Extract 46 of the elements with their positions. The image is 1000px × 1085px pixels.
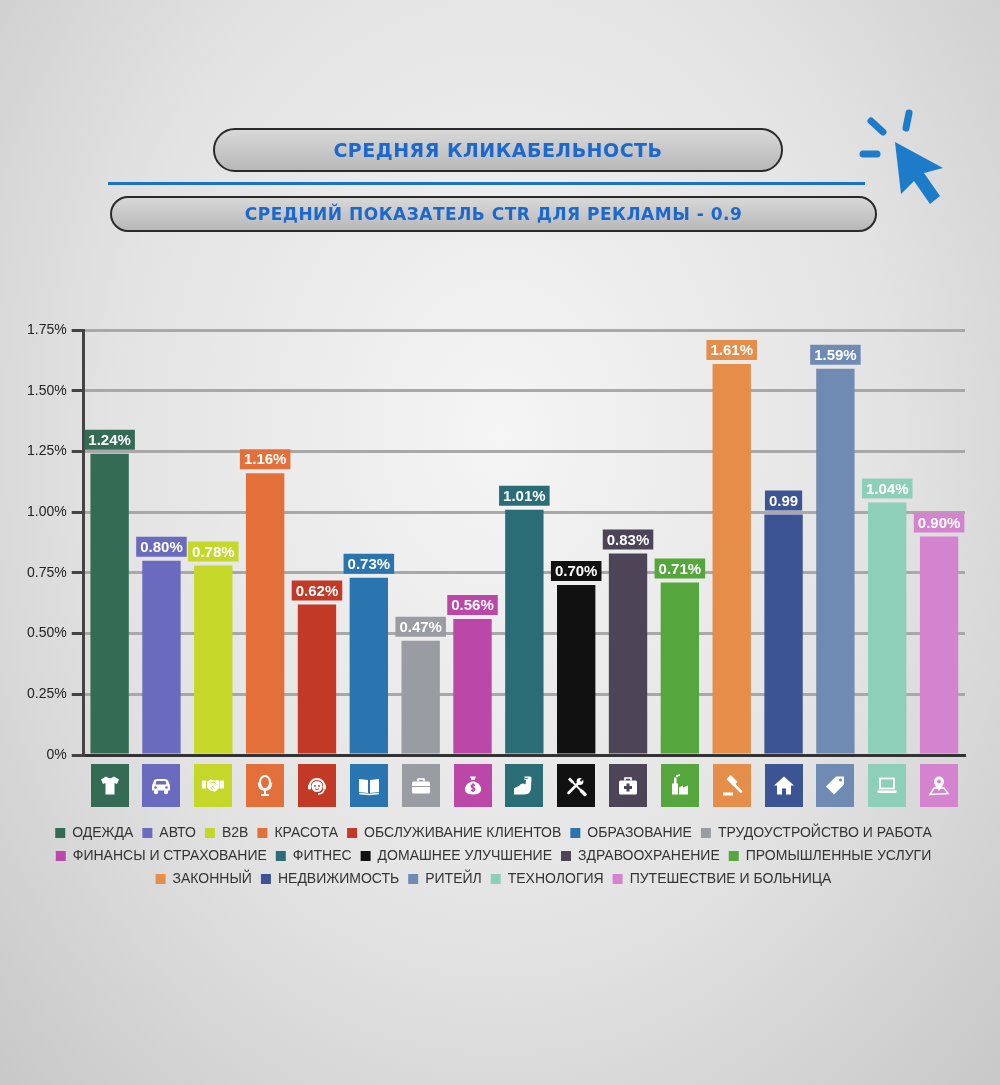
legend-label: ПУТЕШЕСТВИЕ И БОЛЬНИЦА	[629, 869, 833, 886]
legend-label: ДОМАШНЕЕ УЛУЧШЕНИЕ	[377, 846, 553, 863]
y-tick-label: 1.25%	[26, 442, 67, 459]
data-label: 0.47%	[399, 618, 442, 635]
data-label: 1.61%	[710, 341, 753, 359]
data-label: 0.71%	[658, 559, 702, 577]
legend-label: АВТО	[159, 823, 197, 840]
data-label: 1.01%	[503, 486, 546, 504]
data-label: 0.56%	[451, 596, 494, 614]
data-label: 1.24%	[88, 431, 131, 448]
legend-label: ПРОМЫШЛЕННЫЕ УСЛУГИ	[745, 846, 932, 863]
legend-label: ОДЕЖДА	[72, 823, 135, 840]
data-label: 1.59%	[814, 346, 857, 363]
legend-label: ОБРАЗОВАНИЕ	[587, 823, 692, 840]
y-tick-label: 0.50%	[26, 624, 67, 641]
data-label: 0.90%	[917, 513, 961, 531]
y-tick-label: 1.00%	[26, 503, 67, 519]
legend-label: B2B	[221, 823, 249, 840]
legend-label: ЗАКОННЫЙ	[172, 868, 252, 886]
legend-label: КРАСОТА	[274, 823, 339, 840]
legend-label: НЕДВИЖИМОСТЬ	[277, 869, 400, 886]
legend-label: ТРУДОУСТРОЙСТВО И РАБОТА	[717, 822, 933, 840]
legend-label: РИТЕЙЛ	[425, 868, 482, 886]
chart-title: СРЕДНЯЯ КЛИКАБЕЛЬНОСТЬ	[333, 139, 663, 161]
data-label: 0.80%	[140, 537, 183, 555]
legend-label: ФИНАНСЫ И СТРАХОВАНИЕ	[72, 846, 267, 863]
legend-label: ФИТНЕС	[292, 846, 352, 863]
y-tick-label: 0%	[46, 745, 67, 762]
data-label: 1.04%	[865, 479, 909, 497]
data-label: 0.99	[768, 491, 799, 509]
subtitle-banner: СРЕДНИЙ ПОКАЗАТЕЛЬ CTR ДЛЯ РЕКЛАМЫ - 0.9	[110, 196, 877, 232]
data-label: 0.62%	[295, 581, 339, 599]
y-tick-label: 1.75%	[26, 320, 67, 337]
data-label: 0.78%	[192, 542, 235, 560]
chart-subtitle: СРЕДНИЙ ПОКАЗАТЕЛЬ CTR ДЛЯ РЕКЛАМЫ - 0.9	[244, 204, 743, 224]
data-label: 0.73%	[347, 554, 391, 572]
data-label: 0.70%	[554, 562, 598, 580]
legend-label: ОБСЛУЖИВАНИЕ КЛИЕНТОВ	[364, 823, 562, 840]
y-tick-label: 0.75%	[26, 563, 67, 580]
data-label: 1.16%	[243, 450, 287, 468]
y-tick-label: 0.25%	[26, 685, 67, 702]
data-label: 0.83%	[606, 530, 650, 548]
y-tick-label: 1.50%	[26, 381, 67, 398]
legend-label: ТЕХНОЛОГИЯ	[507, 869, 604, 886]
legend-label: ЗДРАВООХРАНЕНИЕ	[578, 846, 720, 863]
title-banner: СРЕДНЯЯ КЛИКАБЕЛЬНОСТЬ	[213, 128, 783, 172]
